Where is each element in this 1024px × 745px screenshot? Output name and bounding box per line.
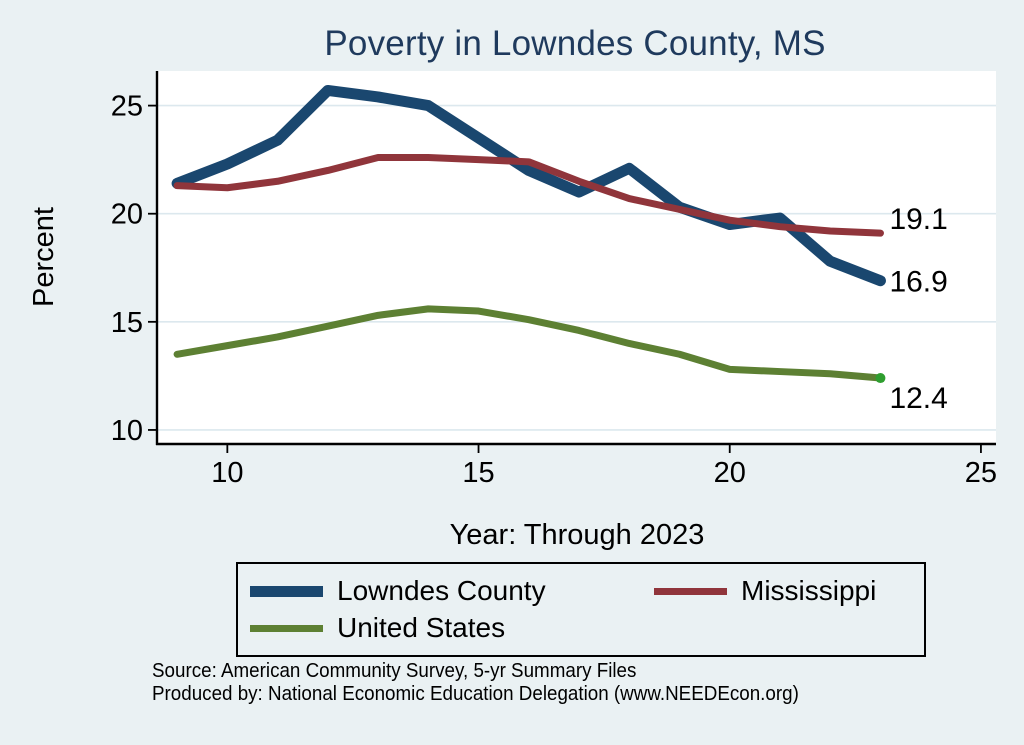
end-label-mississippi: 19.1 xyxy=(889,203,947,236)
legend-item-united-states: United States xyxy=(250,612,654,644)
source-note: Source: American Community Survey, 5-yr … xyxy=(152,660,637,682)
x-tick-label-15: 15 xyxy=(462,457,494,489)
series-line-mississippi xyxy=(173,153,884,237)
end-marker-united-states xyxy=(875,373,886,384)
y-tick-label-20: 20 xyxy=(111,199,143,231)
legend-item-mississippi: Mississippi xyxy=(654,575,924,607)
x-tick-label-20: 20 xyxy=(714,457,746,489)
legend-label-mississippi: Mississippi xyxy=(741,575,877,606)
y-tick-label-10: 10 xyxy=(111,415,143,447)
legend-label-united-states: United States xyxy=(337,612,506,643)
legend-swatch-lowndes-county xyxy=(250,585,323,597)
end-label-united-states: 12.4 xyxy=(889,382,947,415)
plot-area: 10 15 20 25 10 15 20 25 16.9 19.1 12.4 xyxy=(111,71,997,489)
plot-background xyxy=(157,71,996,444)
legend-swatch-mississippi xyxy=(654,587,727,595)
legend-item-lowndes-county: Lowndes County xyxy=(250,575,654,607)
series-line-lowndes-county xyxy=(171,84,886,287)
y-axis-title: Percent xyxy=(28,207,60,307)
x-tick-label-10: 10 xyxy=(211,457,243,489)
legend: Lowndes County Mississippi United States xyxy=(236,562,926,657)
end-label-lowndes-county: 16.9 xyxy=(889,266,947,299)
legend-label-lowndes-county: Lowndes County xyxy=(337,575,546,606)
footnotes: Source: American Community Survey, 5-yr … xyxy=(152,660,799,705)
chart-title: Poverty in Lowndes County, MS xyxy=(324,24,826,63)
producer-note: Produced by: National Economic Education… xyxy=(152,682,799,705)
x-axis-title: Year: Through 2023 xyxy=(449,519,705,551)
x-tick-label-25: 25 xyxy=(965,457,997,489)
legend-swatch-united-states xyxy=(250,624,323,632)
y-tick-label-15: 15 xyxy=(111,307,143,339)
series-line-united-states xyxy=(173,305,884,382)
y-tick-label-25: 25 xyxy=(111,91,143,123)
